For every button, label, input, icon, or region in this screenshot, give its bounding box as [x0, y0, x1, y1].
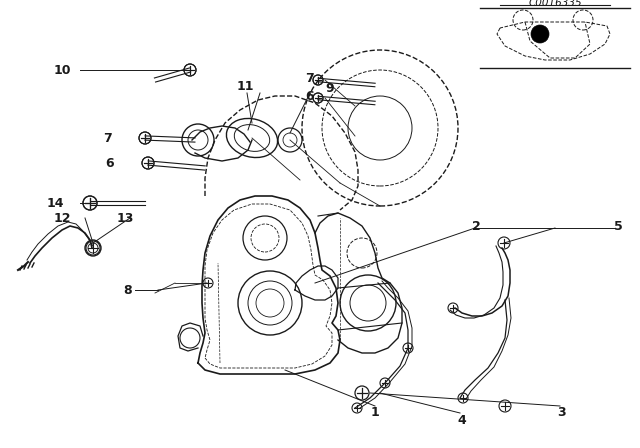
Text: 2: 2 — [472, 220, 481, 233]
Text: 6: 6 — [306, 90, 314, 103]
Text: 4: 4 — [458, 414, 467, 426]
Text: 6: 6 — [106, 156, 115, 169]
Text: 7: 7 — [104, 132, 113, 145]
Text: 9: 9 — [326, 82, 334, 95]
Text: 7: 7 — [306, 72, 314, 85]
Text: 12: 12 — [53, 211, 71, 224]
Text: 8: 8 — [124, 284, 132, 297]
Text: 10: 10 — [53, 64, 71, 77]
Text: 11: 11 — [236, 79, 253, 92]
Text: 5: 5 — [614, 220, 622, 233]
Circle shape — [531, 25, 549, 43]
Text: 1: 1 — [371, 406, 380, 419]
Text: 14: 14 — [46, 197, 64, 210]
Text: 3: 3 — [557, 406, 566, 419]
Text: C0016335: C0016335 — [528, 0, 582, 8]
Text: 13: 13 — [116, 211, 134, 224]
